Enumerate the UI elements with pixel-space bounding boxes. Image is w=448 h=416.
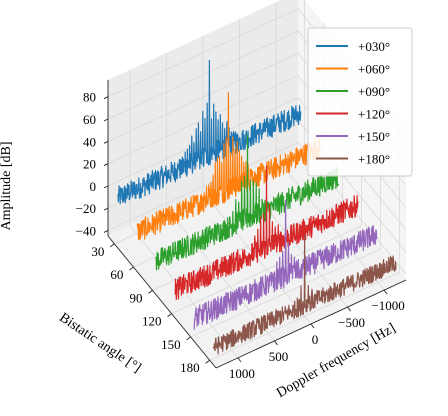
x-tick-label: 0	[312, 332, 319, 347]
grid-line-z-back	[107, 52, 299, 142]
grid-line-y-floor	[171, 225, 362, 315]
x-tick-label: −1000	[371, 298, 404, 313]
y-tick-label: 180	[180, 360, 200, 375]
y-axis-label: Bistatic angle [°]	[56, 310, 143, 376]
z-tick-mark	[103, 118, 109, 122]
y-tick-label: 30	[91, 244, 104, 259]
x-tick-label: 1000	[229, 366, 255, 381]
x-tick-mark	[383, 289, 388, 295]
z-tick-label: 60	[83, 112, 96, 127]
x-tick-label: −500	[338, 315, 365, 330]
z-tick-label: 40	[83, 134, 96, 149]
y-axis-line	[107, 235, 217, 369]
z-tick-label: −40	[76, 223, 96, 238]
x-tick-mark	[274, 340, 278, 346]
z-tick-mark	[103, 207, 109, 211]
legend-label: +090°	[358, 84, 390, 99]
z-tick-mark	[103, 185, 109, 189]
legend-label: +060°	[358, 62, 390, 77]
legend-label: +120°	[358, 107, 390, 122]
series-line-2	[155, 134, 340, 271]
z-axis-ticks: −40 −20 0 20 40 60 80	[76, 90, 109, 238]
y-tick-mark	[205, 359, 210, 364]
series-line-3	[174, 165, 359, 300]
z-tick-label: 0	[90, 179, 97, 194]
y-tick-mark	[167, 313, 172, 318]
x-axis-ticks: 1000 500 0 −500 −1000	[229, 289, 405, 381]
legend: +030° +060° +090° +120° +150° +180°	[307, 27, 413, 177]
z-tick-mark	[103, 140, 109, 144]
grid-line-z-back	[107, 8, 299, 98]
y-tick-label: 120	[142, 314, 162, 329]
grid-line-z-back	[107, 30, 299, 120]
grid-line-y-floor	[190, 248, 381, 338]
y-tick-label: 150	[161, 337, 181, 352]
series-layer	[117, 59, 397, 355]
grid-line-x-floor	[129, 225, 239, 359]
series-line-0	[117, 59, 302, 205]
y-tick-mark	[148, 289, 153, 294]
series-line-1	[136, 92, 321, 241]
z-tick-mark	[103, 96, 109, 100]
legend-label: +180°	[358, 152, 390, 167]
x-tick-mark	[310, 323, 315, 329]
y-tick-mark	[129, 266, 134, 271]
x-tick-mark	[347, 306, 351, 312]
z-tick-label: 20	[83, 157, 96, 172]
legend-frame	[307, 27, 413, 177]
y-tick-mark	[110, 243, 115, 248]
series-line-5	[212, 234, 397, 355]
y-tick-mark	[186, 336, 191, 341]
z-axis-label: Amplitude [dB]	[0, 141, 14, 230]
z-tick-mark	[103, 163, 109, 166]
legend-label: +150°	[358, 129, 390, 144]
y-tick-label: 60	[110, 267, 123, 282]
series-line-4	[193, 199, 378, 330]
grid-line-x-floor	[239, 174, 348, 308]
z-tick-label: −20	[76, 201, 96, 216]
grid-line-z-back	[107, 142, 299, 231]
y-tick-label: 90	[129, 290, 142, 305]
grid-line-y-floor	[209, 271, 400, 361]
x-tick-mark	[237, 357, 242, 363]
legend-label: +030°	[358, 39, 390, 54]
x-tick-label: 500	[269, 349, 289, 364]
z-tick-mark	[103, 230, 109, 233]
z-tick-label: 80	[83, 90, 96, 105]
